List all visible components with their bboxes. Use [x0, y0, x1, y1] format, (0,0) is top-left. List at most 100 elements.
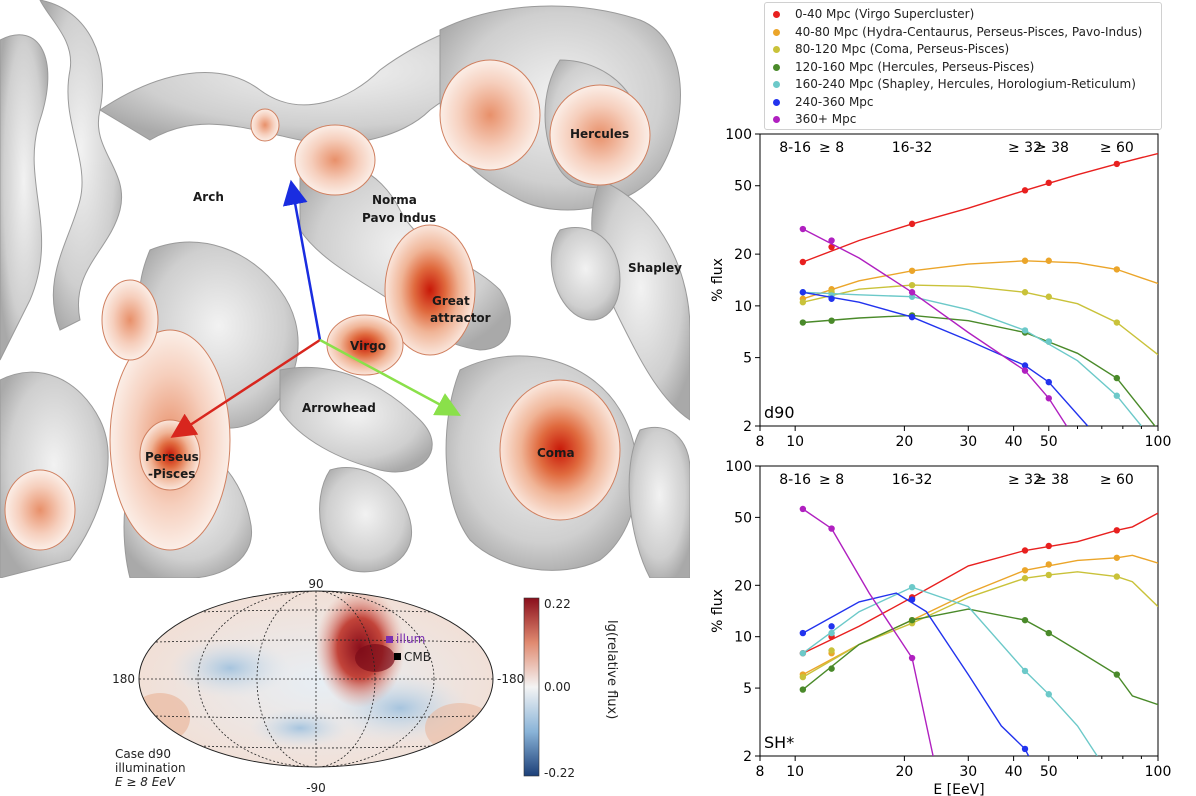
y-tick-label: 100: [725, 128, 752, 143]
series-line-240-360: [802, 592, 1030, 756]
data-point-0-40: [1021, 187, 1029, 194]
data-point-360+: [1045, 395, 1052, 402]
x-axis-label: E [EeV]: [933, 782, 984, 796]
series-line-120-160: [802, 314, 1156, 426]
data-point-360+: [1021, 367, 1029, 374]
data-point-240-360: [908, 596, 916, 603]
data-point-120-160: [1045, 629, 1052, 637]
data-point-240-360: [828, 623, 835, 630]
axis-arrow-green: [319, 338, 462, 416]
legend-marker: [773, 63, 780, 71]
illum-marker: [386, 636, 393, 643]
x-tick-label: 50: [1040, 764, 1058, 780]
label-pisces: -Pisces: [148, 467, 195, 481]
energy-bin-annotation: 8-16: [779, 140, 811, 156]
label-attractor: attractor: [430, 311, 491, 325]
legend-marker: [773, 28, 780, 36]
series-line-360+: [802, 508, 934, 756]
label-great: Great: [432, 294, 470, 308]
label-coma: Coma: [537, 446, 575, 460]
sky-tick-bottom: -90: [306, 781, 326, 795]
data-point-240-360: [799, 629, 807, 637]
legend-marker: [773, 116, 780, 123]
label-pavo-indus: Pavo Indus: [362, 211, 436, 225]
energy-bin-annotation: ≥ 8: [819, 140, 844, 156]
y-tick-label: 50: [734, 179, 752, 195]
data-point-80-120: [1021, 289, 1029, 296]
data-point-120-160: [908, 616, 916, 624]
x-tick-label: 20: [895, 434, 913, 450]
label-hercules: Hercules: [570, 127, 629, 141]
y-tick-label: 10: [734, 299, 752, 315]
x-tick-label: 10: [786, 764, 804, 780]
sky-tick-left: 180: [112, 672, 135, 686]
data-point-80-120: [828, 647, 835, 654]
data-point-240-360: [799, 289, 807, 296]
colorbar-label: lg(relative flux): [604, 620, 619, 719]
data-point-120-160: [828, 665, 835, 672]
data-point-120-160: [799, 319, 807, 326]
label-arrowhead: Arrowhead: [302, 401, 376, 415]
sky-caption-1: Case d90: [115, 747, 171, 761]
energy-bin-annotation: ≥ 8: [819, 472, 844, 488]
x-tick-label: 40: [1005, 434, 1023, 450]
energy-bin-annotation: ≥ 60: [1100, 140, 1134, 156]
energy-bin-annotation: ≥ 38: [1035, 472, 1069, 488]
label-perseus: Perseus: [145, 450, 199, 464]
data-point-80-120: [1113, 573, 1121, 580]
sky-tick-right: -180: [497, 672, 524, 686]
series-line-80-120: [802, 284, 1158, 356]
x-tick-label: 8: [756, 434, 765, 450]
legend-label: 80-120 Mpc (Coma, Perseus-Pisces): [795, 42, 1010, 56]
sky-map: [139, 591, 493, 767]
density-blobs: [4, 59, 651, 551]
y-tick-label: 100: [725, 459, 752, 475]
y-axis-label: % flux: [710, 258, 726, 302]
data-point-40-80: [1113, 266, 1121, 273]
data-point-40-80: [1021, 567, 1029, 574]
data-point-80-120: [908, 281, 916, 289]
data-point-360+: [799, 225, 807, 233]
data-point-360+: [828, 237, 835, 244]
data-point-160-240: [1045, 691, 1052, 698]
energy-bin-annotation: ≥ 32: [1008, 140, 1042, 156]
data-point-0-40: [1113, 160, 1121, 168]
chart-sh-star: 2 5 10 20 50 100 8 10 20 30 40 50 100 % flux E [EeV] 8-…: [710, 459, 1172, 796]
data-point-0-40: [908, 220, 916, 228]
data-point-160-240: [828, 629, 835, 637]
data-point-0-40: [799, 258, 807, 266]
energy-bin-annotation: ≥ 60: [1100, 472, 1134, 488]
data-point-0-40: [1045, 542, 1052, 550]
data-point-240-360: [908, 313, 916, 321]
data-point-0-40: [1045, 179, 1052, 187]
y-tick-label: 5: [743, 681, 752, 697]
legend-label: 360+ Mpc: [795, 112, 857, 126]
x-tick-label: 100: [1145, 764, 1172, 780]
data-point-40-80: [1113, 554, 1121, 561]
sky-caption-2: illumination: [115, 761, 186, 775]
series-line-40-80: [802, 260, 1158, 300]
data-point-0-40: [1021, 547, 1029, 554]
series-line-120-160: [802, 608, 1158, 706]
data-point-40-80: [908, 267, 916, 274]
series-line-160-240: [802, 291, 1142, 426]
y-tick-label: 5: [743, 351, 752, 367]
x-tick-label: 20: [895, 764, 913, 780]
label-virgo: Virgo: [350, 339, 386, 353]
data-point-120-160: [1113, 374, 1121, 382]
data-point-240-360: [828, 295, 835, 302]
legend-marker: [773, 81, 780, 88]
data-point-80-120: [1113, 319, 1121, 326]
x-tick-label: 30: [959, 764, 977, 780]
y-tick-label: 50: [734, 510, 752, 526]
series-line-0-40: [802, 152, 1158, 263]
energy-bin-annotation: ≥ 32: [1008, 472, 1042, 488]
energy-bin-annotation: 16-32: [892, 140, 933, 156]
data-point-360+: [828, 525, 835, 532]
data-point-80-120: [799, 673, 807, 681]
data-point-40-80: [1045, 561, 1052, 568]
y-tick-label: 20: [734, 578, 752, 594]
x-tick-label: 40: [1005, 764, 1023, 780]
data-point-80-120: [1045, 293, 1052, 300]
plot-frame: [759, 133, 1159, 427]
